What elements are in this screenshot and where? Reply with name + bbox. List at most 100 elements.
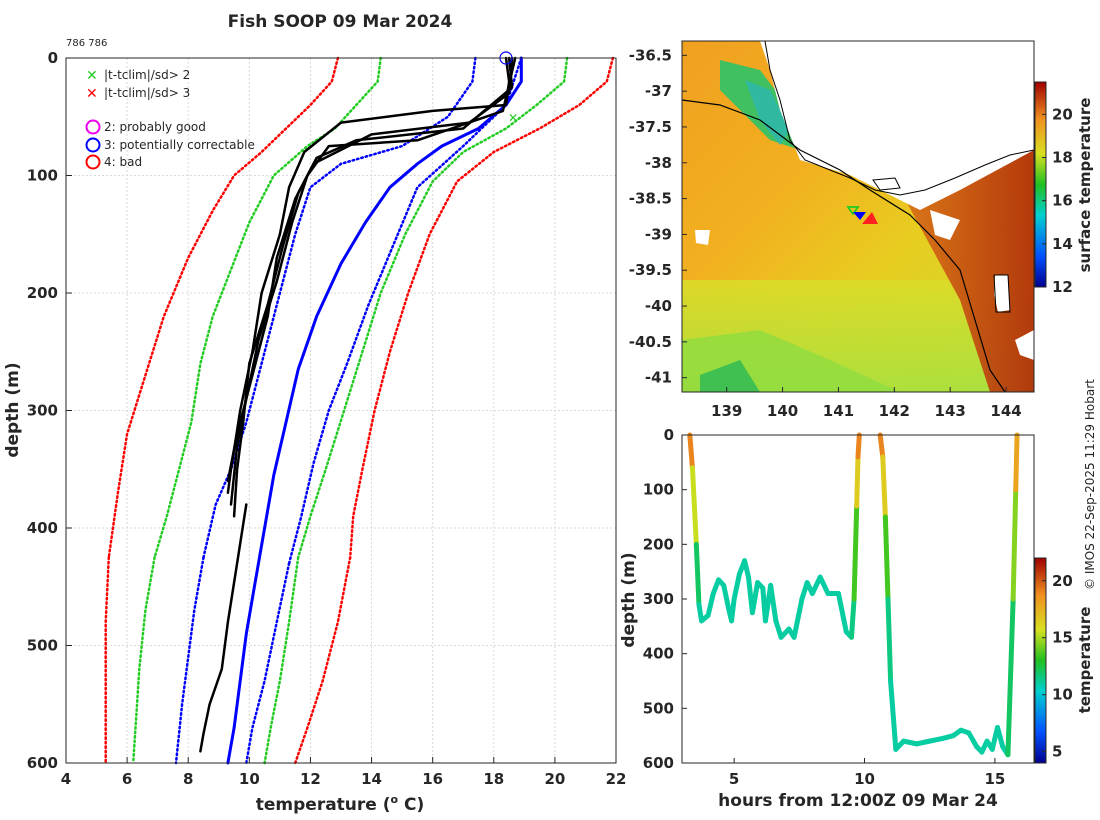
depth-time-y-tick: 100 [643,481,674,499]
series-sd2_hi [296,56,569,559]
trace-segment [749,580,761,616]
sst-colorbar-label: surface temperature [1076,98,1094,273]
map-x-ticks: 139 140 141 142 143 144 [711,387,1022,420]
profile-x-label: temperature (o C) [256,793,425,815]
temperature-colorbar-tick: 10 [1052,686,1073,704]
depth-time-y-tick: 400 [643,645,674,663]
trace-segment [742,558,751,580]
legend-flag3: |t-tclim|/sd> 3 [104,86,190,100]
temperature-colorbar-tick: 20 [1052,572,1073,590]
green-x-marker-icon: ✕ [86,68,98,84]
temperature-colorbar [1034,557,1047,764]
profile-x-tick: 4 [61,770,71,788]
red-circle-icon [85,154,101,170]
figure-title: Fish SOOP 09 Mar 2024 [228,12,453,32]
coastline [764,41,1034,196]
series-sd1_hi [287,56,523,565]
trace-segment [1005,596,1016,758]
credit-text: © IMOS 22-Sep-2025 11:29 Hobart [1083,379,1097,590]
map-y-tick: -37 [645,82,672,100]
sst-colorbar [1034,81,1047,288]
trace-segment [791,596,805,640]
map-y-tick: -36.5 [629,46,672,64]
trace-segment [768,582,779,624]
trace-segment [848,596,857,640]
trace-segment [854,454,861,509]
sst-colorbar-tick: 20 [1052,105,1073,123]
cast-ids: 786 786 [66,38,107,49]
depth-time-y-ticks: 0 100 200 300 400 500 600 [643,426,687,772]
profile-x-tick: 10 [239,770,260,788]
trace-segment [729,596,737,624]
profile-y-tick: 200 [27,284,58,302]
sst-field [682,41,1034,392]
depth-time-y-tick: 500 [643,699,674,717]
series-cast4 [232,56,514,518]
series-lower_sd3_lo [104,556,111,765]
map-y-tick: -39.5 [629,261,672,279]
map-x-tick: 140 [767,402,798,420]
profile-x-tick: 8 [183,770,193,788]
series-cast1 [226,56,511,495]
isobath-line [682,99,1006,392]
depth-time-y-label: depth (m) [619,552,639,647]
map-panel: 139 140 141 142 143 144 -36.5 -37 -37.5 -38 -38.5… [629,40,1094,420]
depth-time-y-tick: 200 [643,535,674,553]
legend-qc3: 3: potentially correctable [104,138,255,152]
depth-time-x-tick: 5 [729,770,739,788]
trace-segment [882,514,891,602]
trace-segment [885,596,894,684]
profile-y-tick: 500 [27,637,58,655]
profile-panel: ✕ 4 6 8 10 12 14 16 18 20 22 0100200300400500600 … [3,49,626,815]
depth-time-x-tick: 15 [984,770,1005,788]
profile-y-tick: 0 [48,49,58,67]
depth-time-y-tick: 600 [643,754,674,772]
profile-y-tick: 400 [27,519,58,537]
profile-x-tick: 14 [361,770,382,788]
trace-segment [687,432,695,471]
legend-flag2: |t-tclim|/sd> 2 [104,68,190,82]
temperature-colorbar-tick: 5 [1052,743,1062,761]
depth-time-x-tick: 10 [854,770,875,788]
sst-colorbar-tick: 12 [1052,278,1073,296]
map-x-tick: 142 [879,402,910,420]
profile-x-tick: 16 [422,770,443,788]
series-lower_sd3_hi [293,556,352,765]
profile-y-ticks: 0 100 200 300 400 500 600 [27,49,72,772]
map-y-tick: -38.5 [629,190,672,208]
trace-segment [880,454,888,520]
red-x-marker-icon: ✕ [86,86,98,102]
temperature-colorbar-label: temperature [1076,607,1094,714]
series-lower_sd1_lo [174,556,205,765]
profile-y-tick: 600 [27,754,58,772]
profile-grid [66,58,616,763]
series-lower_sd1_hi [245,562,291,765]
map-y-tick: -38 [645,154,672,172]
trace-segment [721,582,732,613]
profile-x-tick: 6 [122,770,132,788]
sst-colorbar-tick: 14 [1052,235,1073,253]
profile-x-tick: 20 [544,770,565,788]
depth-time-x-ticks: 5 10 15 [729,758,1005,788]
trace-segment [888,678,899,752]
map-x-tick: 143 [935,402,966,420]
depth-time-x-label: hours from 12:00Z 09 Mar 24 [718,791,998,811]
map-y-ticks: -36.5 -37 -37.5 -38 -38.5 -39 -39.5 -40 -40.5 -41 [629,46,687,387]
sst-colorbar-tick: 18 [1052,149,1073,167]
series-deep [199,503,248,753]
trace-segment [1010,487,1019,602]
trace-segment [693,541,702,607]
map-x-tick: 139 [711,402,742,420]
map-x-tick: 144 [990,402,1021,420]
x-marker: ✕ [508,111,518,125]
map-y-tick: -37.5 [629,118,672,136]
profile-y-tick: 300 [27,402,58,420]
depth-time-trace [687,432,1020,758]
trace-segment [705,591,716,618]
profile-y-label: depth (m) [3,362,23,457]
trace-segment [1013,432,1020,493]
legend-qc2: 2: probably good [104,120,206,134]
series-sd2_lo [153,56,382,559]
sst-colorbar-tick: 16 [1052,192,1073,210]
